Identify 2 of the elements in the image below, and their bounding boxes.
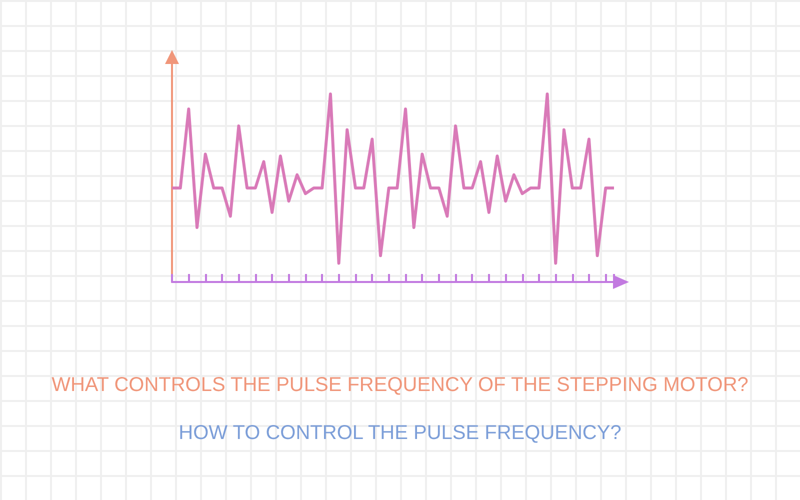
- text: HOW TO CONTROL THE PULSE FREQUENCY?: [178, 422, 622, 444]
- text: WHAT CONTROLS THE PULSE FREQUENCY OF THE STEPPING MOTOR?: [52, 374, 748, 396]
